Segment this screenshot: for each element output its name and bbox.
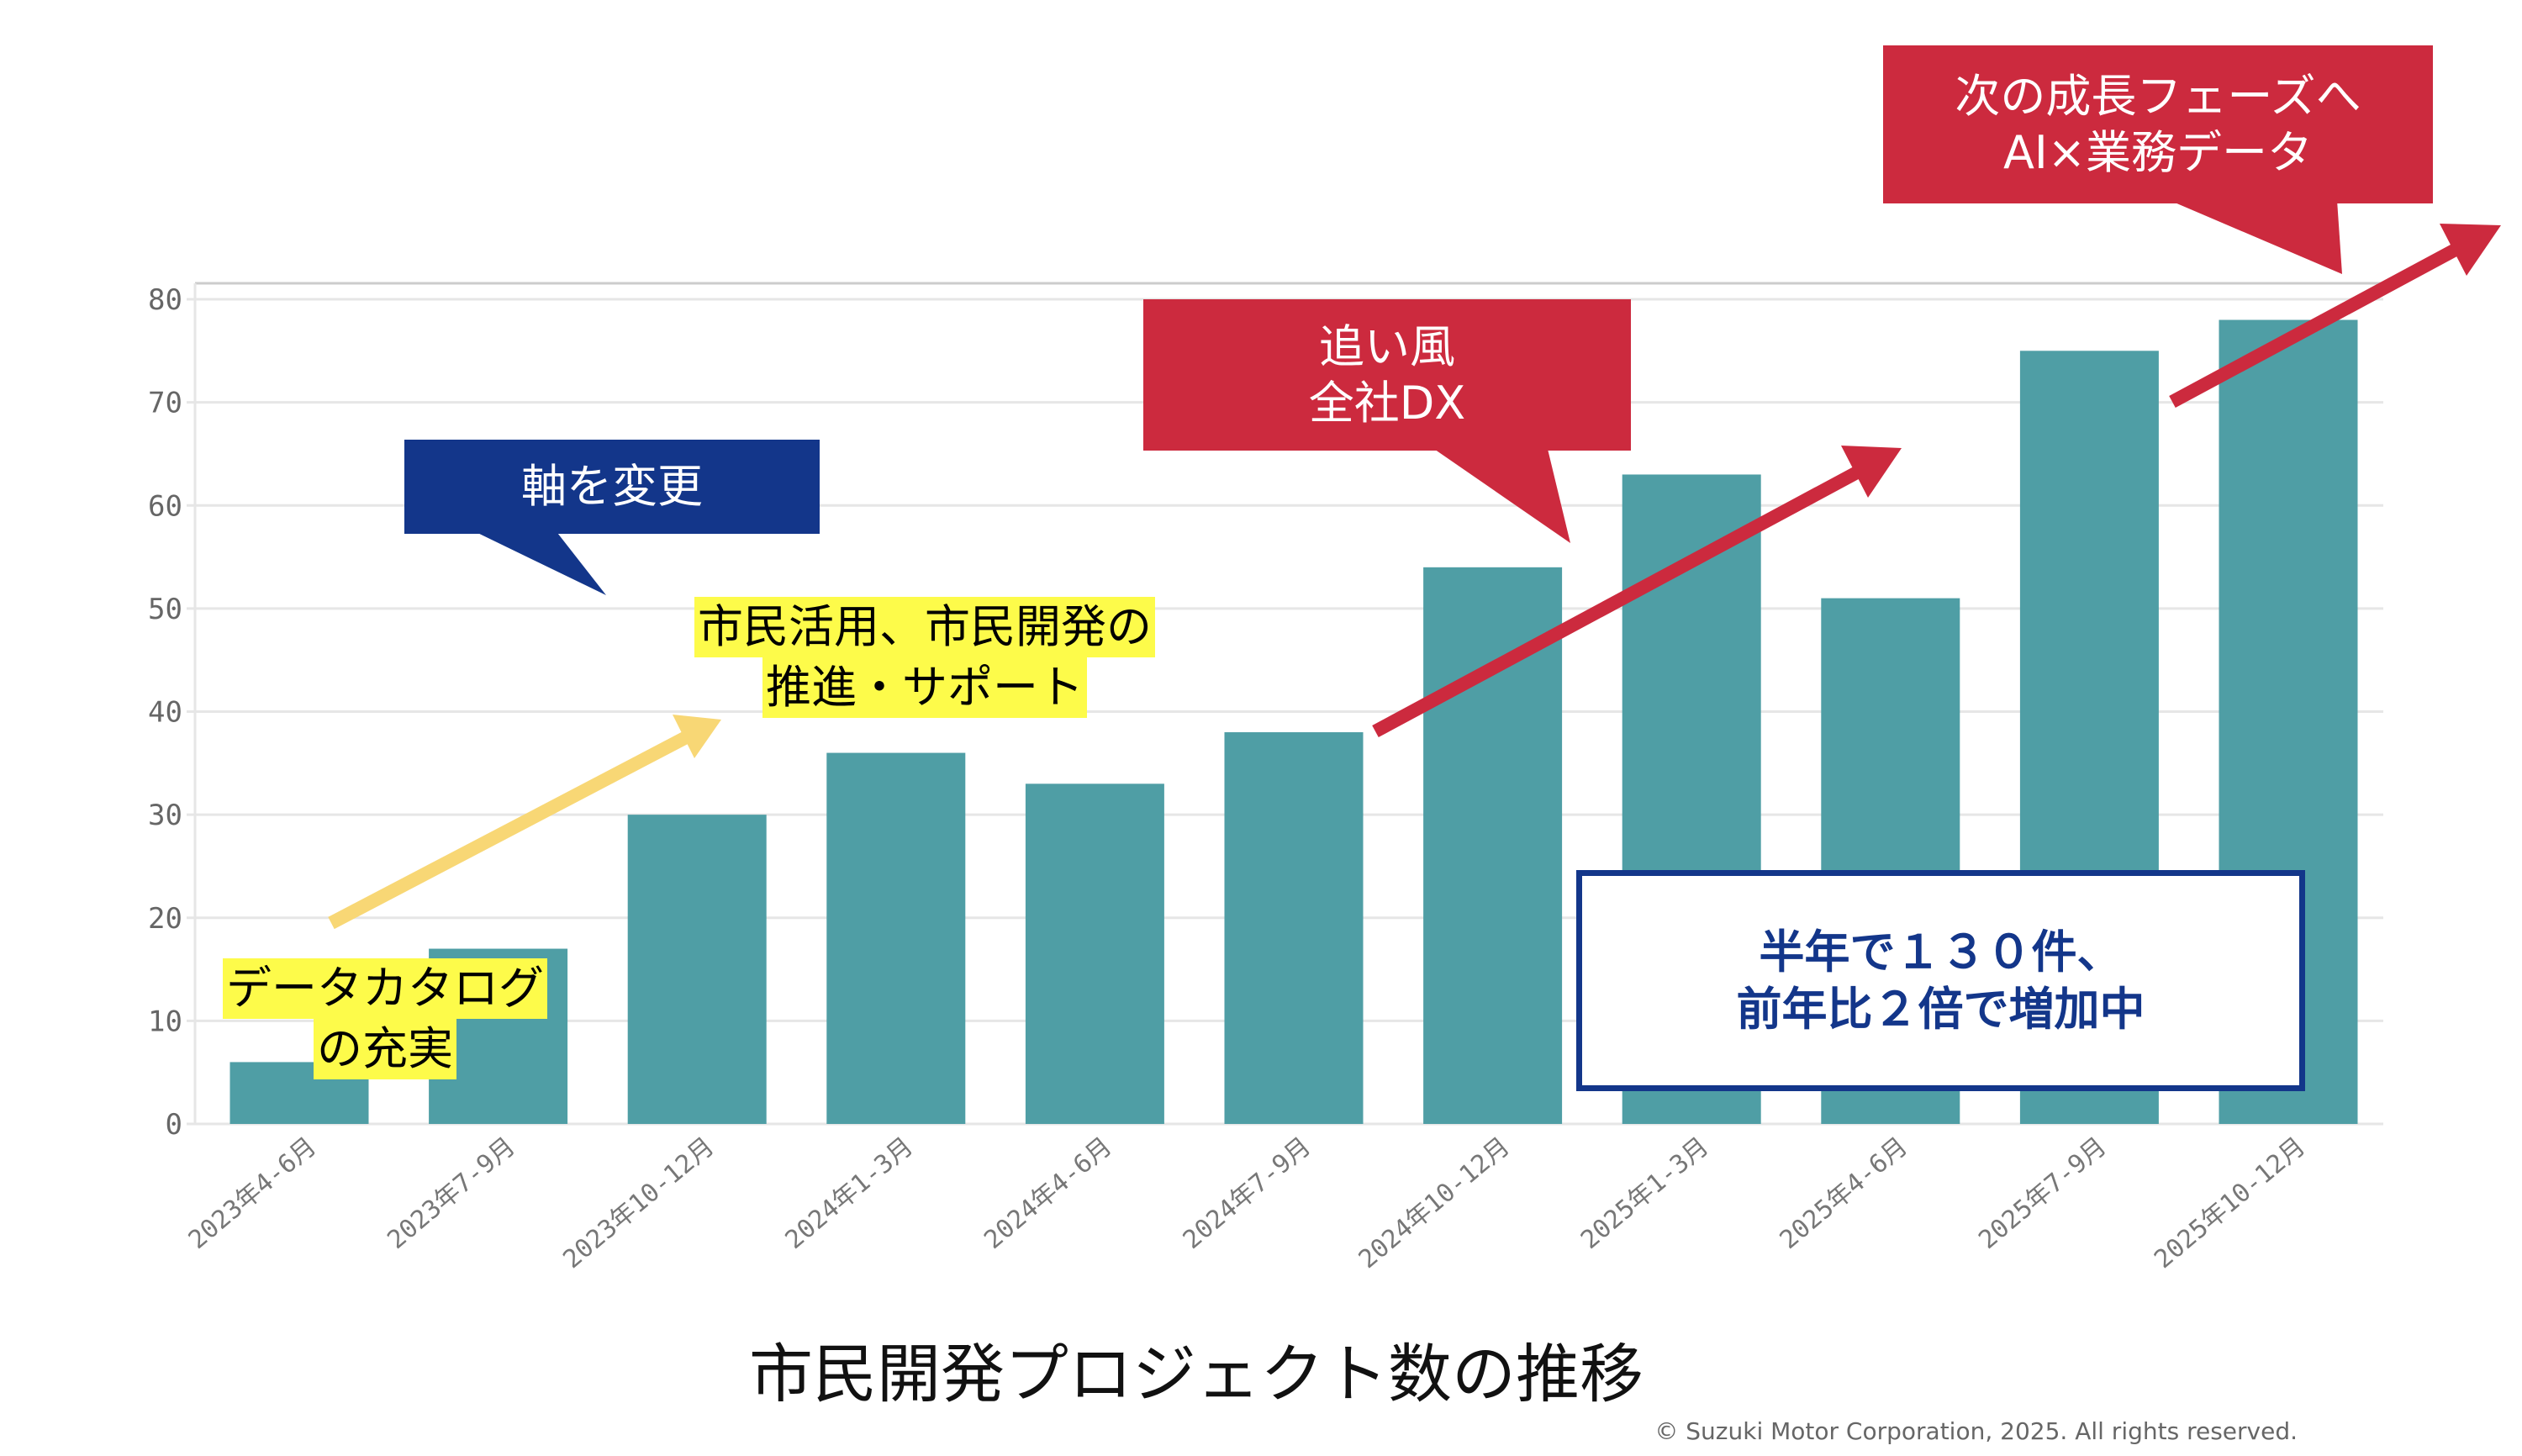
data-catalog-line2: の充実 xyxy=(314,1019,456,1079)
bar xyxy=(627,815,767,1124)
data-catalog-label: データカタログ の充実 xyxy=(200,958,570,1079)
tailwind-line2: 全社DX xyxy=(1308,377,1466,430)
y-tick-label: 20 xyxy=(148,902,182,936)
citizen-use-line1: 市民活用、市民開発の xyxy=(694,597,1155,657)
tailwind-callout-tail xyxy=(1429,446,1570,543)
x-tick-label: 2023年7-9月 xyxy=(382,1132,520,1255)
yellow-arrow xyxy=(328,715,721,930)
x-tick-label: 2024年4-6月 xyxy=(979,1132,1117,1255)
y-tick-label: 50 xyxy=(148,593,182,626)
growth-summary-box: 半年で１３０件、 前年比２倍で増加中 xyxy=(1576,870,2305,1091)
axis-change-callout: 軸を変更 xyxy=(404,440,820,534)
citizen-use-label: 市民活用、市民開発の 推進・サポート xyxy=(656,597,1194,718)
chart-title: 市民開発プロジェクト数の推移 xyxy=(749,1337,1644,1411)
next-phase-line2: AI×業務データ xyxy=(2002,126,2314,179)
copyright: © Suzuki Motor Corporation, 2025. All ri… xyxy=(1654,1417,2298,1445)
x-tick-label: 2024年10-12月 xyxy=(1353,1132,1516,1274)
next-phase-callout: 次の成長フェーズへ AI×業務データ xyxy=(1883,45,2433,203)
y-tick-label: 80 xyxy=(148,283,182,317)
x-tick-label: 2024年1-3月 xyxy=(780,1132,919,1255)
x-tick-label: 2023年4-6月 xyxy=(183,1132,322,1255)
bar xyxy=(1224,732,1364,1124)
y-axis-ticks: 0 10 20 30 40 50 60 70 80 xyxy=(148,283,182,1142)
x-tick-label: 2023年10-12月 xyxy=(557,1132,720,1274)
y-tick-label: 40 xyxy=(148,696,182,730)
y-tick-label: 0 xyxy=(166,1108,182,1142)
x-tick-label: 2025年10-12月 xyxy=(2149,1132,2311,1274)
next-phase-line1: 次の成長フェーズへ xyxy=(1955,69,2361,123)
y-tick-label: 30 xyxy=(148,799,182,832)
x-axis-ticks: 2023年4-6月 2023年7-9月 2023年10-12月 2024年1-3月 20… xyxy=(183,1132,2311,1274)
x-tick-label: 2025年1-3月 xyxy=(1575,1132,1714,1255)
bar xyxy=(1025,783,1164,1124)
tailwind-callout: 追い風 全社DX xyxy=(1143,299,1631,451)
growth-line2: 前年比２倍で増加中 xyxy=(1736,982,2145,1036)
y-tick-label: 10 xyxy=(148,1005,182,1038)
growth-line1: 半年で１３０件、 xyxy=(1759,926,2123,979)
y-tick-label: 70 xyxy=(148,387,182,420)
red-arrow-top xyxy=(2169,224,2501,409)
axis-change-text: 軸を変更 xyxy=(521,460,703,514)
bar xyxy=(1423,567,1563,1124)
x-tick-label: 2024年7-9月 xyxy=(1178,1132,1316,1255)
next-phase-callout-tail xyxy=(2169,200,2342,274)
x-tick-label: 2025年4-6月 xyxy=(1775,1132,1913,1255)
y-tick-label: 60 xyxy=(148,489,182,523)
tailwind-line1: 追い風 xyxy=(1319,319,1455,373)
red-arrow-mid xyxy=(1372,446,1902,738)
citizen-use-line2: 推進・サポート xyxy=(762,657,1087,718)
data-catalog-line1: データカタログ xyxy=(223,958,547,1019)
bar xyxy=(826,752,966,1124)
axis-change-callout-tail xyxy=(471,530,606,595)
x-tick-label: 2025年7-9月 xyxy=(1973,1132,2112,1255)
